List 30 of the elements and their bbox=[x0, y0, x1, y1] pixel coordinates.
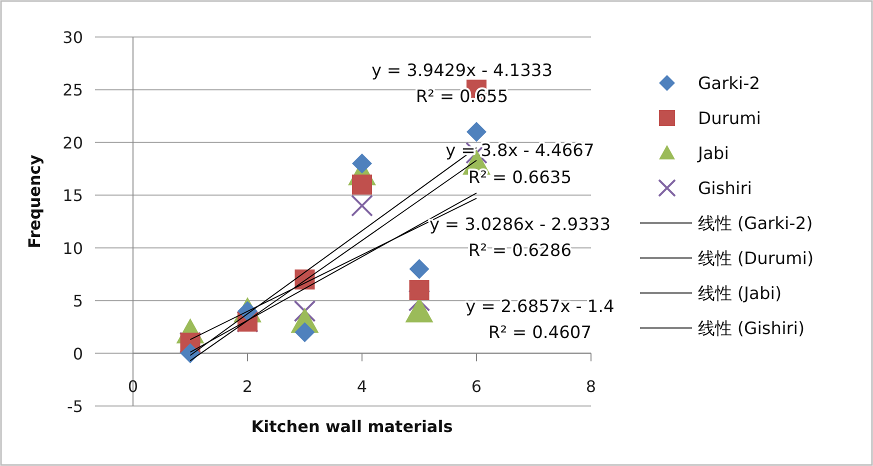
y-tick-label: -5 bbox=[67, 397, 83, 416]
annotation: R² = 0.4607 bbox=[488, 323, 592, 343]
legend-label: 线性 (Gishiri) bbox=[698, 319, 805, 339]
y-tick-label: 0 bbox=[72, 344, 83, 364]
y-tick-label: 10 bbox=[62, 238, 83, 258]
annotation: y = 3.9429x - 4.1333 bbox=[371, 61, 553, 81]
x-axis-title: Kitchen wall materials bbox=[251, 417, 453, 436]
x-tick-label: 4 bbox=[356, 377, 368, 396]
y-tick-label: 30 bbox=[62, 28, 83, 47]
legend-label: Durumi bbox=[698, 109, 761, 129]
legend-label: 线性 (Jabi) bbox=[698, 284, 782, 304]
y-tick-label: 5 bbox=[72, 292, 83, 311]
x-tick-label: 0 bbox=[128, 377, 138, 396]
annotation: y = 2.6857x - 1.4 bbox=[466, 297, 614, 317]
annotation: y = 3.0286x - 2.9333 bbox=[429, 215, 611, 235]
y-axis-title: Frequency bbox=[25, 154, 44, 248]
x-tick-label: 2 bbox=[242, 377, 253, 396]
legend-label: 线性 (Garki-2) bbox=[698, 214, 813, 234]
legend-label: Jabi bbox=[697, 144, 729, 164]
x-tick-label: 8 bbox=[586, 377, 596, 396]
y-tick-label: 25 bbox=[62, 80, 83, 100]
legend-label: 线性 (Durumi) bbox=[698, 249, 814, 269]
y-tick-label: 20 bbox=[62, 133, 83, 152]
annotation: R² = 0.655 bbox=[416, 87, 508, 107]
x-tick-label: 6 bbox=[471, 377, 482, 396]
legend-label: Gishiri bbox=[698, 179, 752, 199]
legend-label: Garki-2 bbox=[698, 74, 760, 94]
annotation: R² = 0.6286 bbox=[468, 241, 572, 261]
annotation: R² = 0.6635 bbox=[468, 168, 572, 188]
y-tick-label: 15 bbox=[62, 186, 83, 206]
